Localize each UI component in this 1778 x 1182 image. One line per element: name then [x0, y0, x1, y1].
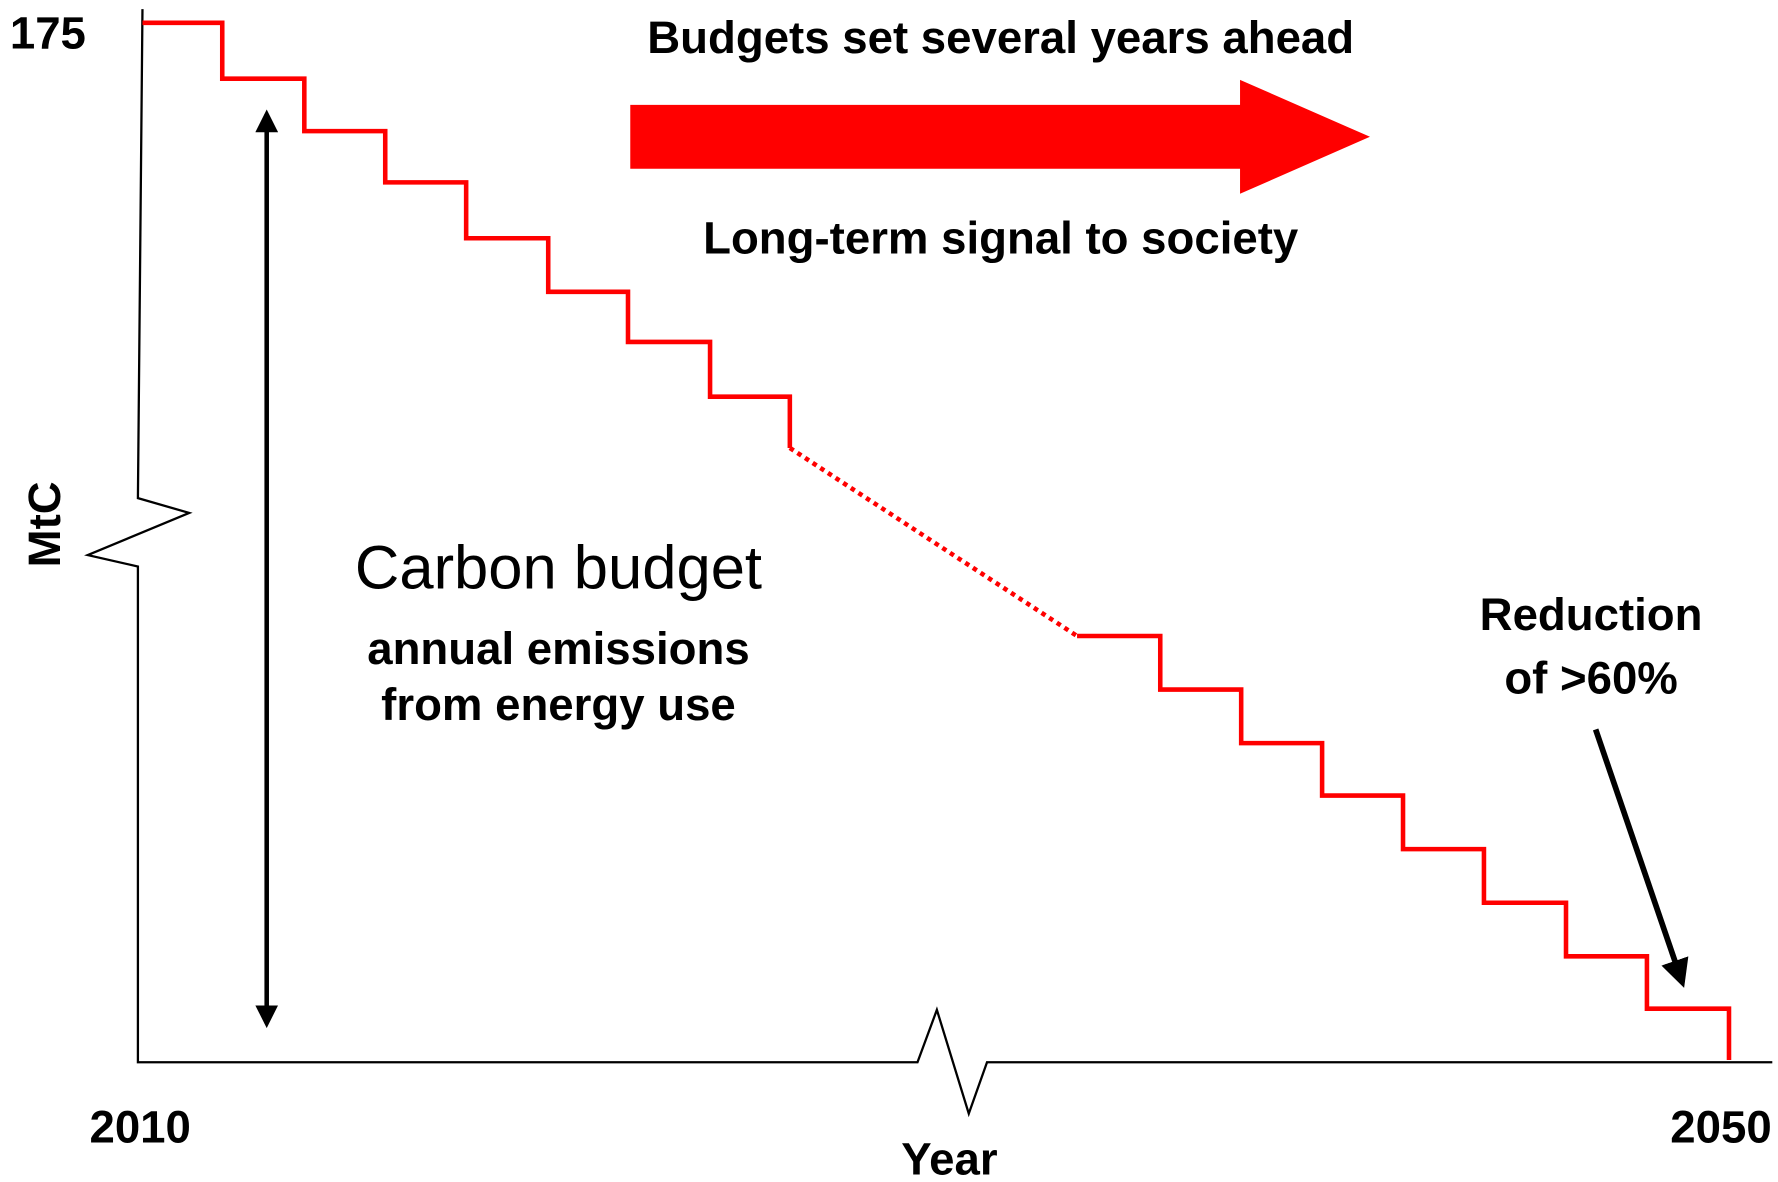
- annotation: Long-term signal to society: [703, 213, 1299, 264]
- budget-steps-late: [1077, 633, 1732, 1061]
- annotation: Carbon budget: [355, 533, 762, 602]
- axes: [84, 9, 1773, 1118]
- annotation: of >60%: [1504, 653, 1678, 704]
- signal-arrow: [630, 79, 1370, 194]
- y-label: MtC: [19, 481, 70, 567]
- x-start-label: 2010: [89, 1102, 190, 1153]
- budget-dotted: [788, 446, 1079, 638]
- x-label: Year: [901, 1134, 998, 1182]
- x-end-label: 2050: [1670, 1102, 1771, 1153]
- reduction-arrow: [1592, 728, 1689, 988]
- annotation: Budgets set several years ahead: [647, 12, 1354, 63]
- budget-steps-early: [142, 20, 793, 448]
- annotation: annual emissions: [367, 623, 749, 674]
- annotation: Reduction: [1480, 589, 1703, 640]
- y-top-label: 175: [10, 8, 86, 59]
- annotation: from energy use: [381, 679, 736, 730]
